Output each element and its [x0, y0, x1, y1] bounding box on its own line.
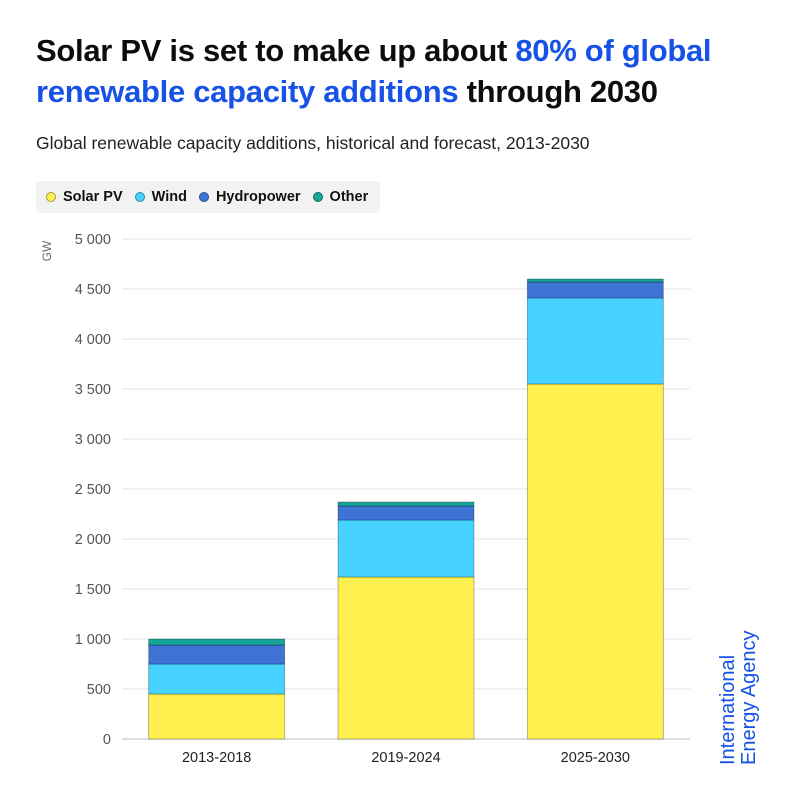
legend-item: Wind	[134, 189, 187, 205]
y-tick-label: 1 000	[75, 632, 111, 648]
x-tick-label: 2025-2030	[561, 750, 630, 766]
y-tick-label: 4 500	[75, 282, 111, 298]
legend-label: Solar PV	[63, 189, 123, 205]
y-tick-label: 4 000	[75, 332, 111, 348]
x-tick-label: 2019-2024	[371, 750, 440, 766]
legend-marker	[312, 192, 323, 202]
bar-segment	[526, 383, 664, 740]
legend-item: Other	[312, 189, 369, 205]
y-tick-label: 3 500	[75, 382, 111, 398]
iea-logo: International Energy Agency	[717, 630, 760, 765]
legend-label: Wind	[151, 189, 187, 205]
bar-segment	[337, 519, 475, 578]
logo-line-1: International	[717, 654, 739, 765]
bar-segment	[337, 576, 475, 740]
y-tick-label: 3 000	[75, 432, 111, 448]
bar-segment	[148, 638, 286, 646]
bar-segment	[148, 663, 286, 695]
x-tick-label: 2013-2018	[182, 750, 251, 766]
y-tick-label: 0	[103, 732, 111, 748]
y-tick-label: 1 500	[75, 582, 111, 598]
title-part-2: through 2030	[458, 74, 658, 109]
y-tick-label: 2 000	[75, 532, 111, 548]
bar-segment	[337, 505, 475, 521]
bar-segment	[526, 278, 664, 283]
legend-marker	[134, 192, 145, 202]
bar-segment	[337, 501, 475, 507]
legend-marker	[198, 192, 209, 202]
y-tick-label: 2 500	[75, 482, 111, 498]
legend-label: Other	[329, 189, 369, 205]
chart-subtitle: Global renewable capacity additions, his…	[36, 133, 590, 153]
legend-label: Hydropower	[215, 189, 301, 205]
title-highlight: 80% of global renewable capacity additio…	[36, 33, 712, 109]
y-tick-label: 5 000	[75, 232, 111, 248]
bar-segment	[526, 281, 664, 299]
bar-segment	[526, 297, 664, 385]
legend-item: Hydropower	[198, 189, 301, 205]
bar-segment	[148, 693, 286, 740]
logo-line-2: Energy Agency	[738, 630, 760, 765]
legend: Solar PV Wind Hydropower Other	[36, 181, 381, 213]
title-part-1: Solar PV is set to make up about	[36, 33, 516, 68]
y-axis-label: GW	[40, 240, 54, 261]
legend-marker	[46, 192, 56, 202]
legend-item: Solar PV	[46, 189, 123, 205]
chart-title: Solar PV is set to make up about 80% of …	[36, 30, 776, 112]
bar-segment	[148, 644, 286, 665]
y-tick-label: 500	[87, 682, 111, 698]
